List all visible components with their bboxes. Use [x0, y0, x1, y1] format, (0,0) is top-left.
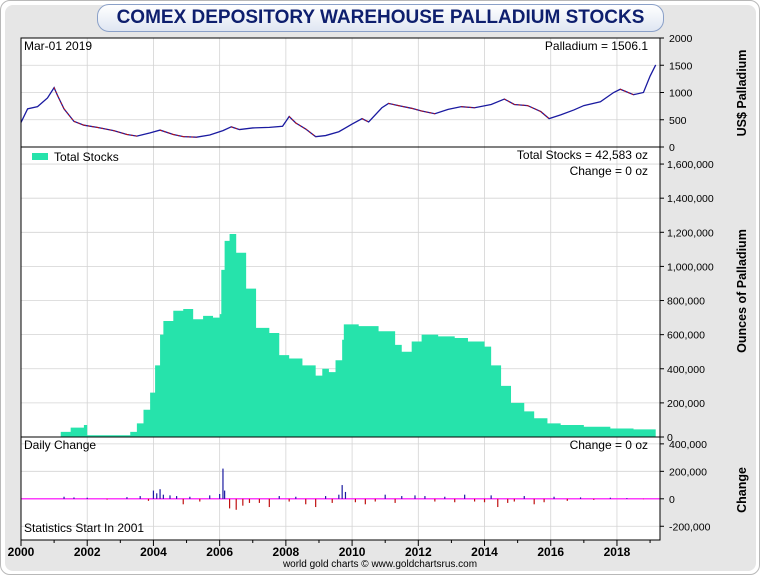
legend-label-total-stocks: Total Stocks — [54, 150, 119, 164]
price-down-segment — [63, 108, 75, 122]
price-down-segment — [231, 126, 240, 131]
change-axis-title: Change — [735, 467, 749, 513]
x-tick-label: 2004 — [140, 545, 167, 559]
y-tick-label: 1000 — [669, 88, 693, 100]
x-tick-label: 2018 — [604, 545, 631, 559]
chart-title: COMEX DEPOSITORY WAREHOUSE PALLADIUM STO… — [116, 7, 645, 28]
chart-title-box: COMEX DEPOSITORY WAREHOUSE PALLADIUM STO… — [97, 4, 664, 32]
y-tick-label: 500 — [669, 115, 687, 127]
price-line — [20, 64, 657, 138]
stocks-area — [60, 234, 656, 437]
price-down-segment — [527, 105, 542, 113]
x-tick-label: 2008 — [273, 545, 300, 559]
y-tick-label: 800,000 — [667, 296, 705, 308]
y-tick-label: 400,000 — [667, 364, 705, 376]
y-tick-label: 0 — [669, 494, 675, 506]
price-down-segment — [97, 126, 114, 132]
y-tick-label: 1,200,000 — [667, 227, 714, 239]
x-tick-label: 2012 — [405, 545, 432, 559]
stocks-change-label: Change = 0 oz — [570, 164, 648, 178]
x-tick-label: 2006 — [206, 545, 233, 559]
price-down-segment — [504, 98, 515, 105]
price-down-segment — [173, 133, 184, 138]
stocks-axis-title: Ounces of Palladium — [735, 229, 749, 353]
change-value-label: Change = 0 oz — [570, 438, 648, 452]
price-down-segment — [56, 95, 65, 110]
y-tick-label: 2000 — [669, 33, 693, 45]
x-tick-label: 2010 — [339, 545, 366, 559]
price-down-segment — [288, 116, 297, 124]
y-tick-label: 200,000 — [669, 466, 707, 478]
footer-credit: world gold charts © www.goldchartsrus.co… — [282, 559, 477, 570]
y-tick-label: 1,000,000 — [667, 261, 714, 273]
price-down-segment — [540, 111, 550, 120]
price-down-segment — [53, 87, 58, 96]
price-down-segment — [73, 120, 85, 126]
y-tick-label: 600,000 — [667, 330, 705, 342]
stocks-value-label: Total Stocks = 42,583 oz — [517, 148, 648, 162]
price-down-segment — [411, 107, 422, 112]
x-tick-label: 2016 — [537, 545, 564, 559]
y-tick-label: 400,000 — [669, 439, 707, 451]
y-tick-label: -200,000 — [669, 521, 711, 533]
x-tick-label: 2014 — [471, 545, 498, 559]
y-tick-label: 1500 — [669, 60, 693, 72]
price-down-segment — [388, 102, 399, 107]
statistics-start-note: Statistics Start In 2001 — [24, 521, 144, 535]
price-axis-title: US$ Palladium — [735, 50, 749, 137]
x-tick-label: 2000 — [8, 545, 35, 559]
price-down-segment — [126, 133, 137, 137]
y-tick-label: 200,000 — [667, 398, 705, 410]
price-down-segment — [361, 118, 369, 123]
price-value-label: Palladium = 1506.1 — [545, 39, 648, 53]
change-panel-title: Daily Change — [24, 438, 96, 452]
y-tick-label: 1,600,000 — [667, 159, 714, 171]
panel-border — [20, 436, 661, 541]
price-down-segment — [295, 122, 306, 130]
y-tick-label: 0 — [667, 432, 673, 444]
legend-swatch-total-stocks — [32, 153, 48, 160]
y-tick-label: 0 — [669, 142, 675, 154]
price-date-label: Mar-01 2019 — [24, 39, 92, 53]
plot-area-background — [21, 38, 660, 540]
x-tick-label: 2002 — [74, 545, 101, 559]
y-tick-label: 1,400,000 — [667, 193, 714, 205]
